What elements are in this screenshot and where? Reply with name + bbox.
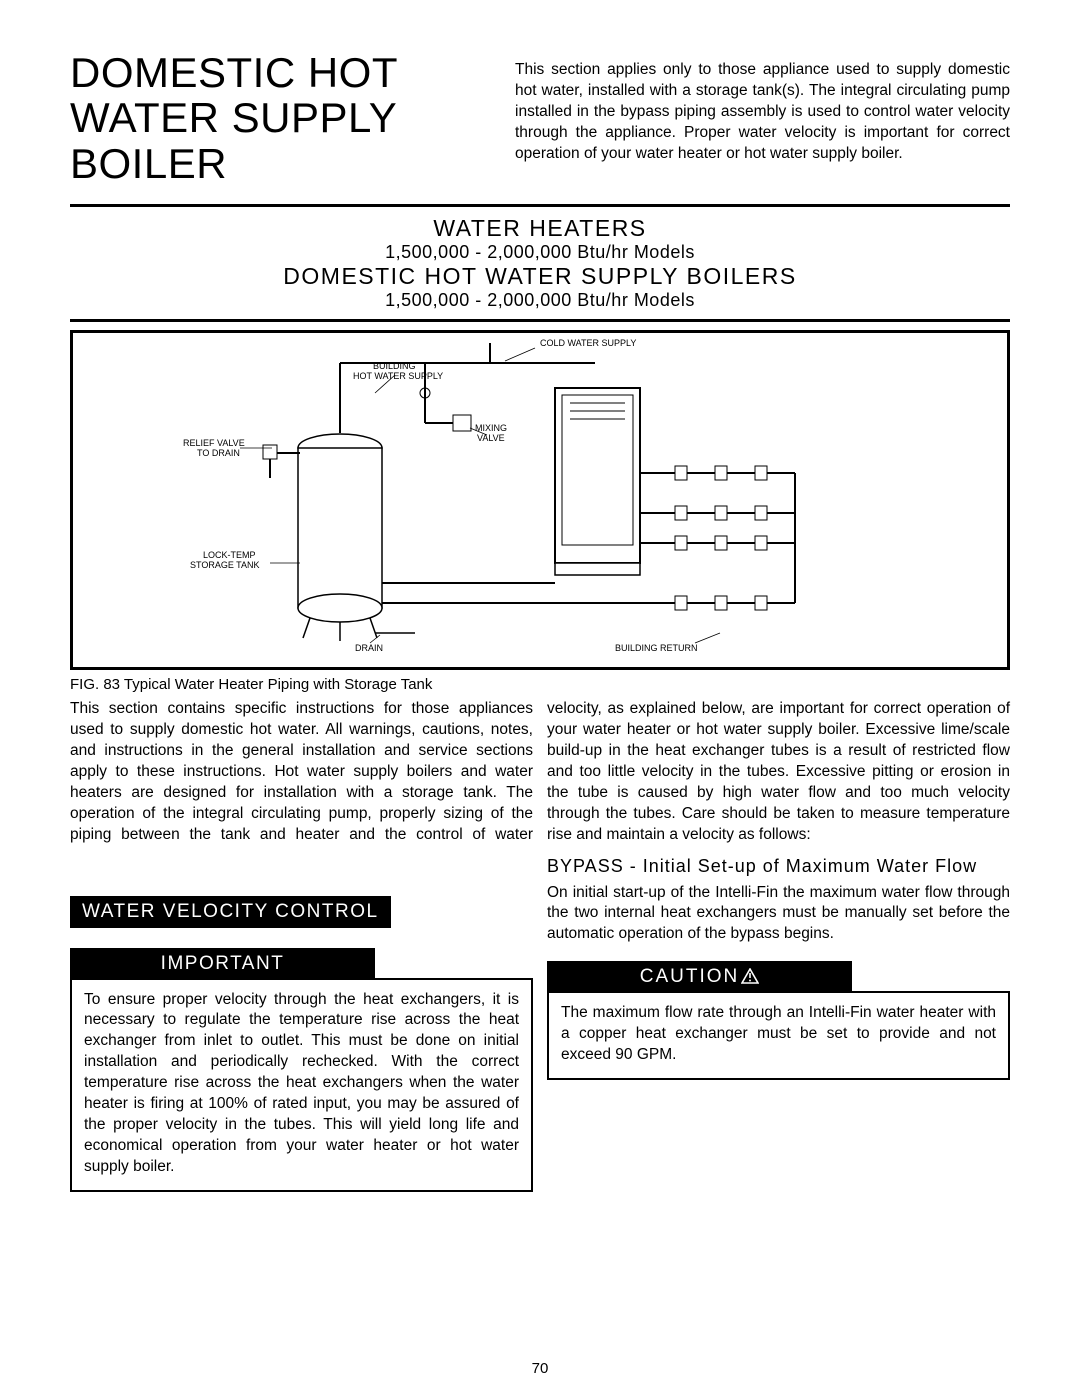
important-bar: IMPORTANT: [70, 948, 375, 980]
subhead-range-2: 1,500,000 - 2,000,000 Btu/hr Models: [70, 290, 1010, 311]
page-title: DOMESTIC HOT WATER SUPPLY BOILER: [70, 50, 475, 186]
piping-diagram: COLD WATER SUPPLY BUILDING HOT WATER SUP…: [70, 330, 1010, 670]
divider: [70, 319, 1010, 322]
label-building-return: BUILDING RETURN: [615, 643, 698, 653]
important-box: To ensure proper velocity through the he…: [70, 978, 533, 1192]
label-mixing-valve: MIXING VALVE: [475, 423, 510, 443]
bypass-text: On initial start-up of the Intelli-Fin t…: [547, 883, 1010, 946]
subhead-range-1: 1,500,000 - 2,000,000 Btu/hr Models: [70, 242, 1010, 263]
label-drain: DRAIN: [355, 643, 383, 653]
label-lock-temp: LOCK-TEMP STORAGE TANK: [190, 550, 260, 570]
subhead-dhwsb: DOMESTIC HOT WATER SUPPLY BOILERS: [70, 263, 1010, 290]
caution-bar: CAUTION: [547, 961, 852, 993]
label-cold-water: COLD WATER SUPPLY: [540, 338, 636, 348]
body-paragraph: This section contains specific instructi…: [70, 699, 1010, 845]
water-velocity-bar: WATER VELOCITY CONTROL: [70, 896, 391, 928]
page-number: 70: [0, 1360, 1080, 1377]
warning-triangle-icon: [739, 966, 759, 988]
bypass-heading: BYPASS - Initial Set-up of Maximum Water…: [547, 856, 1010, 877]
divider: [70, 204, 1010, 207]
caution-box: The maximum flow rate through an Intelli…: [547, 991, 1010, 1080]
figure-caption: FIG. 83 Typical Water Heater Piping with…: [70, 676, 1010, 693]
label-relief-valve: RELIEF VALVE TO DRAIN: [183, 438, 247, 458]
intro-paragraph: This section applies only to those appli…: [515, 60, 1010, 165]
subhead-water-heaters: WATER HEATERS: [70, 215, 1010, 242]
